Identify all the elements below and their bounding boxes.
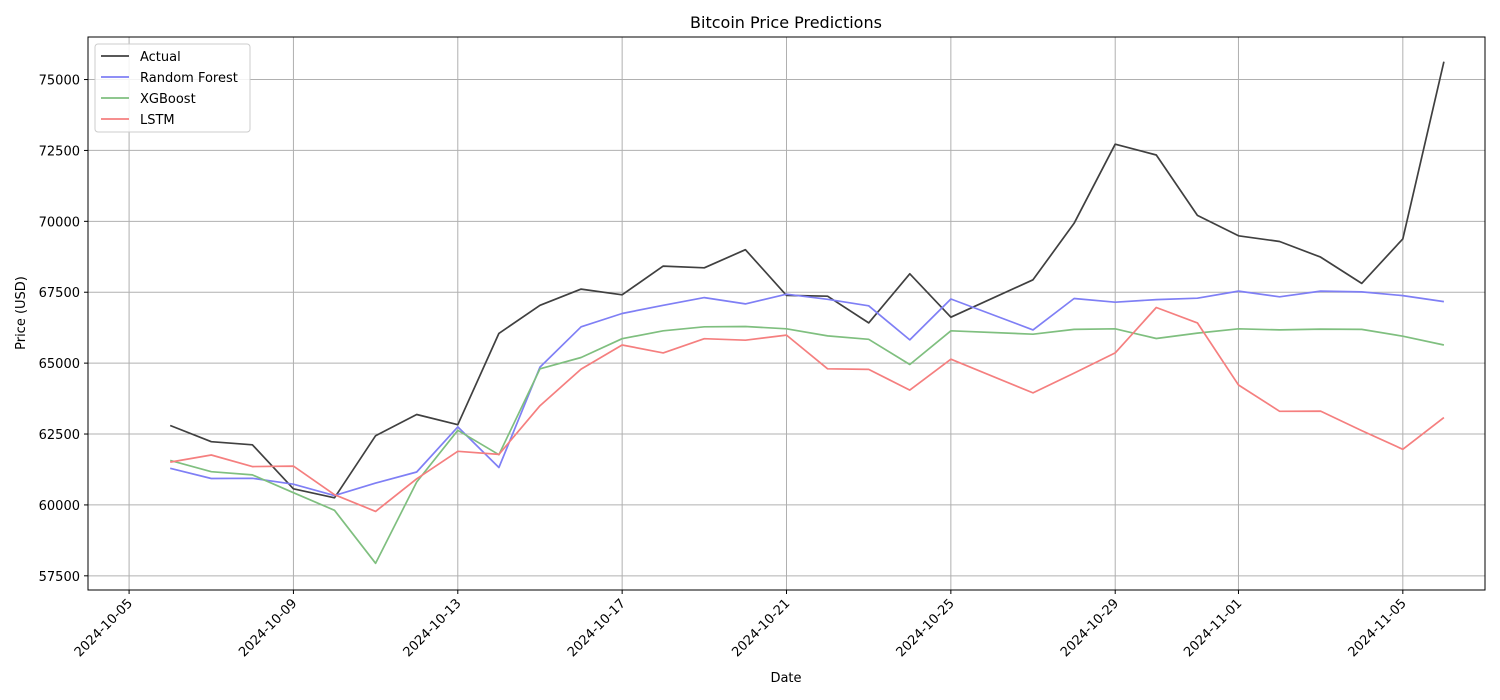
chart-title: Bitcoin Price Predictions <box>690 13 882 32</box>
legend-box <box>94 43 251 133</box>
y-tick-label: 75000 <box>39 74 80 89</box>
y-axis-label: Price (USD) <box>14 276 29 350</box>
legend: Actual Random Forest XGBoost LSTM <box>94 43 251 133</box>
y-tick-label: 72500 <box>39 144 80 159</box>
y-axis: 57500 60000 62500 65000 67500 70000 72500 75000 <box>39 74 88 585</box>
y-tick-label: 65000 <box>39 357 80 372</box>
series-line-actual <box>169 61 1445 499</box>
y-tick-label: 60000 <box>39 499 80 514</box>
y-tick-label: 70000 <box>39 215 80 230</box>
legend-entry: LSTM <box>140 113 175 128</box>
y-tick-label: 57500 <box>39 570 80 585</box>
series-lines <box>169 61 1445 565</box>
legend-entry: Actual <box>140 50 181 65</box>
y-tick-label: 67500 <box>39 286 80 301</box>
series-line-random-forest <box>169 290 1445 497</box>
x-axis-label: Date <box>770 671 801 686</box>
y-tick-label: 62500 <box>39 428 80 443</box>
series-line-xgboost <box>169 325 1445 565</box>
legend-entry: Random Forest <box>140 71 238 86</box>
series-line-lstm <box>170 306 1445 513</box>
legend-entry: XGBoost <box>140 92 196 107</box>
